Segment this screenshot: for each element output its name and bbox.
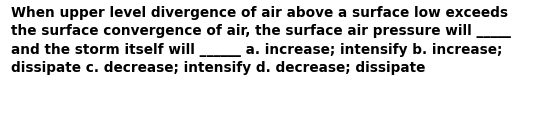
Text: When upper level divergence of air above a surface low exceeds
the surface conve: When upper level divergence of air above…: [11, 6, 511, 75]
